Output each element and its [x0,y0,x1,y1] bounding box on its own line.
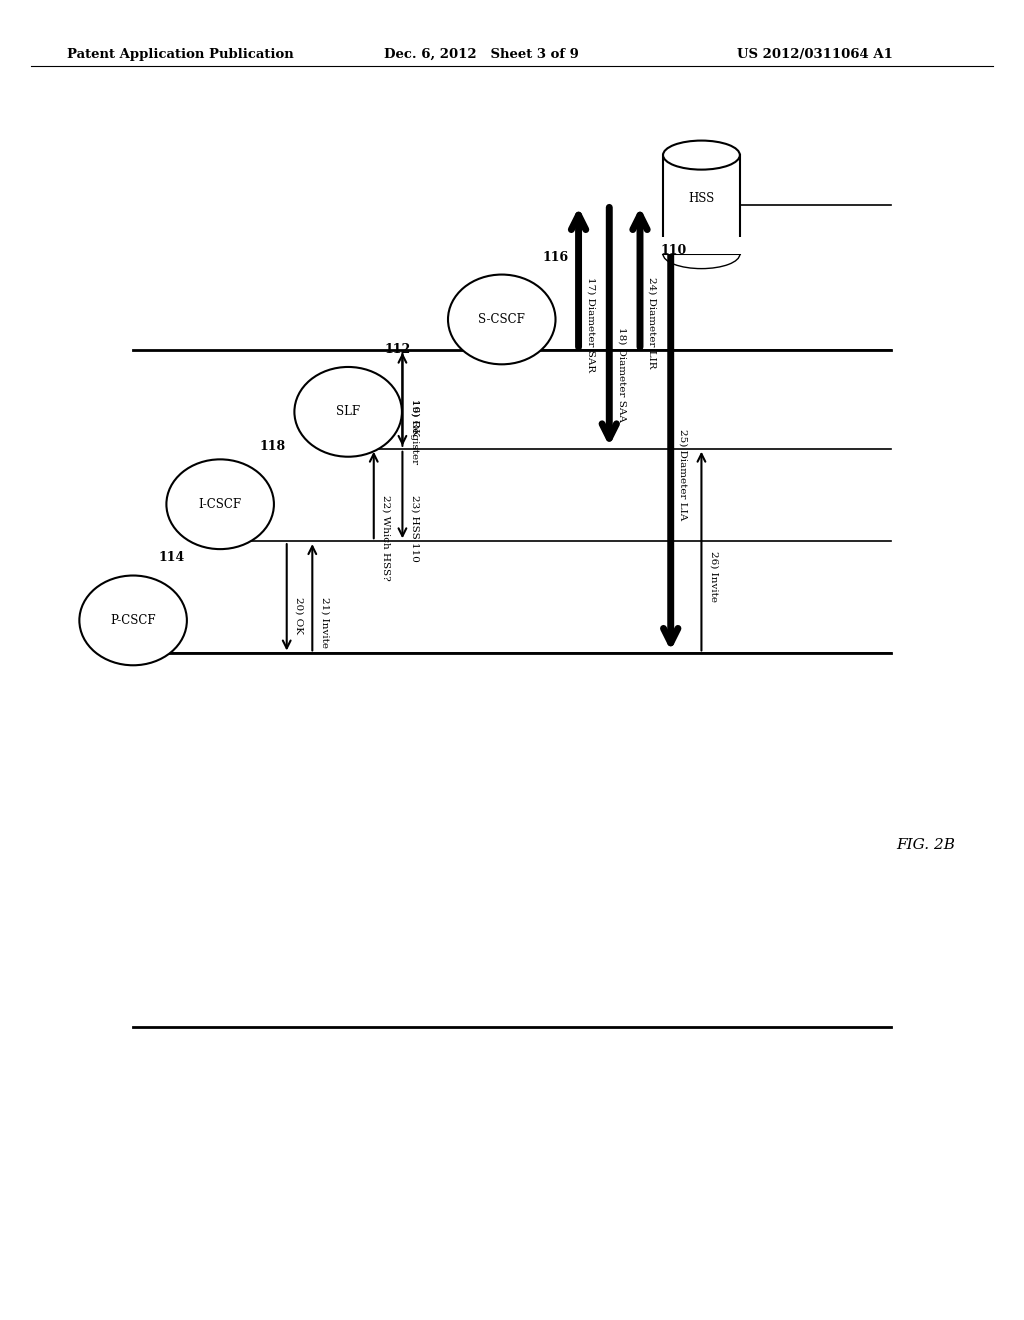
Bar [662,236,741,253]
Text: 24) Diameter LIR: 24) Diameter LIR [648,277,656,368]
Ellipse shape [80,576,186,665]
Text: Dec. 6, 2012   Sheet 3 of 9: Dec. 6, 2012 Sheet 3 of 9 [384,48,579,61]
Text: 19) OK: 19) OK [411,399,419,437]
Text: 25) Diameter LIA: 25) Diameter LIA [679,429,687,520]
Text: 20) OK: 20) OK [295,597,303,635]
Text: US 2012/0311064 A1: US 2012/0311064 A1 [737,48,893,61]
Text: HSS: HSS [688,191,715,205]
Text: Patent Application Publication: Patent Application Publication [67,48,293,61]
Text: 26) Invite: 26) Invite [710,552,718,602]
Text: 21) Invite: 21) Invite [321,597,329,648]
Text: 22) Which HSS?: 22) Which HSS? [382,495,390,581]
Text: 16) Register: 16) Register [411,399,419,465]
Text: 18) Diameter SAA: 18) Diameter SAA [617,327,626,421]
Bar [664,154,739,253]
Ellipse shape [166,459,274,549]
Text: FIG. 2B: FIG. 2B [896,838,955,851]
Text: 112: 112 [384,343,411,356]
Text: P-CSCF: P-CSCF [111,614,156,627]
Text: 118: 118 [259,440,286,453]
Text: 17) Diameter SAR: 17) Diameter SAR [587,277,595,372]
Text: 110: 110 [660,244,687,257]
Text: SLF: SLF [336,405,360,418]
Text: 114: 114 [159,550,185,564]
Text: 23) HSS 110: 23) HSS 110 [411,495,419,562]
Text: 116: 116 [543,251,569,264]
Ellipse shape [664,141,739,170]
Ellipse shape [295,367,401,457]
Ellipse shape [449,275,555,364]
Text: S-CSCF: S-CSCF [478,313,525,326]
Text: I-CSCF: I-CSCF [199,498,242,511]
